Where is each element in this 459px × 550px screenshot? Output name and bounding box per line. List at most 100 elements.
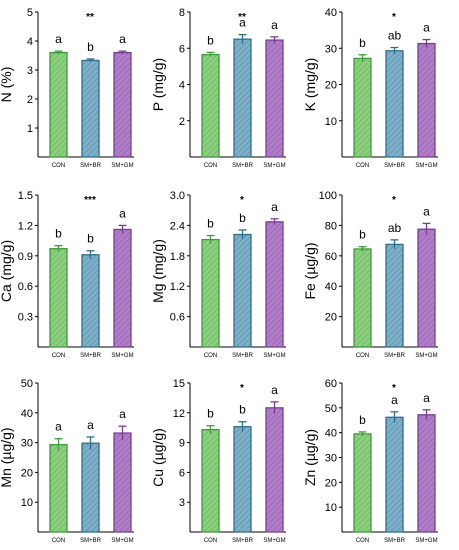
y-tick-label: 1.5 [18, 190, 33, 202]
group-letter: a [119, 407, 126, 421]
y-tick-label: 50 [21, 378, 33, 390]
significance-marker: * [392, 12, 396, 23]
group-letter: a [119, 32, 126, 46]
y-tick-label: 10 [325, 502, 337, 514]
y-tick-label: 40 [325, 428, 337, 440]
x-tick-label: SM+BR [384, 353, 406, 359]
bar-sm-br [233, 38, 252, 158]
bar-sm-gm [417, 42, 436, 158]
bar-con [201, 429, 220, 533]
significance-marker: *** [84, 195, 96, 206]
y-axis-title: Mn (µg/g) [0, 427, 14, 487]
y-tick-label: 0.6 [18, 281, 33, 293]
x-tick-label: CON [204, 163, 217, 169]
y-tick-label: 40 [325, 281, 337, 293]
bar-sm-br [81, 254, 100, 348]
bar-con [49, 248, 68, 348]
y-tick-label: 3 [27, 65, 33, 77]
y-tick-label: 50 [325, 403, 337, 415]
x-tick-label: CON [356, 538, 369, 544]
group-letter: a [119, 206, 126, 220]
y-tick-label: 30 [325, 453, 337, 465]
group-letter: b [55, 227, 62, 241]
bar-con [353, 248, 372, 348]
significance-marker: ** [238, 12, 246, 23]
x-tick-label: SM+BR [80, 538, 102, 544]
y-tick-label: 30 [325, 43, 337, 55]
bar-sm-gm [417, 414, 436, 533]
group-letter: a [55, 420, 62, 434]
y-tick-label: 12 [173, 408, 185, 420]
y-tick-label: 2.4 [170, 220, 185, 232]
y-axis-title: Zn (µg/g) [302, 429, 318, 486]
y-tick-label: 40 [21, 408, 33, 420]
group-letter: a [423, 204, 430, 218]
bar-sm-br [233, 426, 252, 533]
panel-zn: 10 20 30 40 50 60 Zn (µg/g) * b CON a SM+BR a SM+GM [302, 378, 438, 544]
x-tick-label: CON [52, 163, 65, 169]
y-axis-title: Ca (mg/g) [0, 240, 14, 302]
y-tick-label: 20 [325, 477, 337, 489]
x-tick-label: SM+GM [415, 538, 437, 544]
x-tick-label: SM+BR [232, 538, 254, 544]
y-tick-label: 2 [179, 116, 185, 128]
y-tick-label: 100 [319, 190, 337, 202]
group-letter: b [239, 211, 246, 225]
group-letter: b [359, 36, 366, 50]
bar-con [353, 57, 372, 158]
bar-sm-br [385, 416, 404, 533]
bar-sm-br [81, 59, 100, 158]
y-tick-label: 6 [179, 43, 185, 55]
y-tick-label: 20 [21, 467, 33, 479]
bar-sm-gm [265, 407, 284, 533]
group-letter: b [207, 33, 214, 47]
y-tick-label: 4 [27, 36, 33, 48]
y-tick-label: 6 [179, 467, 185, 479]
y-tick-label: 40 [325, 7, 337, 19]
group-letter: ab [388, 221, 402, 235]
panel-n: 1 2 3 4 5 N (%) ** a CON b SM+BR a SM+GM [0, 7, 134, 169]
y-tick-label: 20 [325, 80, 337, 92]
bar-con [49, 51, 68, 158]
y-tick-label: 0.9 [18, 251, 33, 263]
x-tick-label: SM+BR [232, 163, 254, 169]
y-tick-label: 20 [325, 312, 337, 324]
y-tick-label: 60 [325, 378, 337, 390]
group-letter: a [271, 383, 278, 397]
group-letter: b [207, 217, 214, 231]
bar-sm-gm [417, 228, 436, 348]
group-letter: b [359, 228, 366, 242]
x-tick-label: SM+BR [232, 353, 254, 359]
x-tick-label: CON [204, 538, 217, 544]
y-tick-label: 10 [21, 497, 33, 509]
group-letter: a [391, 393, 398, 407]
y-tick-label: 30 [21, 438, 33, 450]
group-letter: a [239, 16, 246, 30]
y-tick-label: 2 [27, 94, 33, 106]
y-tick-label: 1 [27, 123, 33, 135]
y-tick-label: 4 [179, 80, 185, 92]
y-tick-label: 3 [179, 497, 185, 509]
bar-sm-gm [113, 51, 132, 158]
bar-sm-br [385, 50, 404, 158]
group-letter: b [239, 403, 246, 417]
x-tick-label: SM+GM [263, 353, 285, 359]
group-letter: a [55, 32, 62, 46]
y-axis-title: Cu (µg/g) [150, 428, 166, 487]
group-letter: ab [388, 29, 402, 43]
bar-sm-gm [265, 39, 284, 158]
y-tick-label: 8 [179, 7, 185, 19]
group-letter: a [271, 18, 278, 32]
significance-marker: ** [86, 12, 94, 23]
panel-fe: 20 40 60 80 100 Fe (µg/g) * b CON ab SM+BR a SM+GM [302, 190, 438, 359]
bar-sm-gm [113, 432, 132, 533]
x-tick-label: SM+GM [263, 538, 285, 544]
group-letter: a [423, 391, 430, 405]
y-tick-label: 1.2 [170, 281, 185, 293]
y-tick-label: 80 [325, 220, 337, 232]
x-tick-label: SM+GM [263, 163, 285, 169]
group-letter: b [359, 413, 366, 427]
y-tick-label: 9 [179, 438, 185, 450]
x-tick-label: CON [356, 163, 369, 169]
